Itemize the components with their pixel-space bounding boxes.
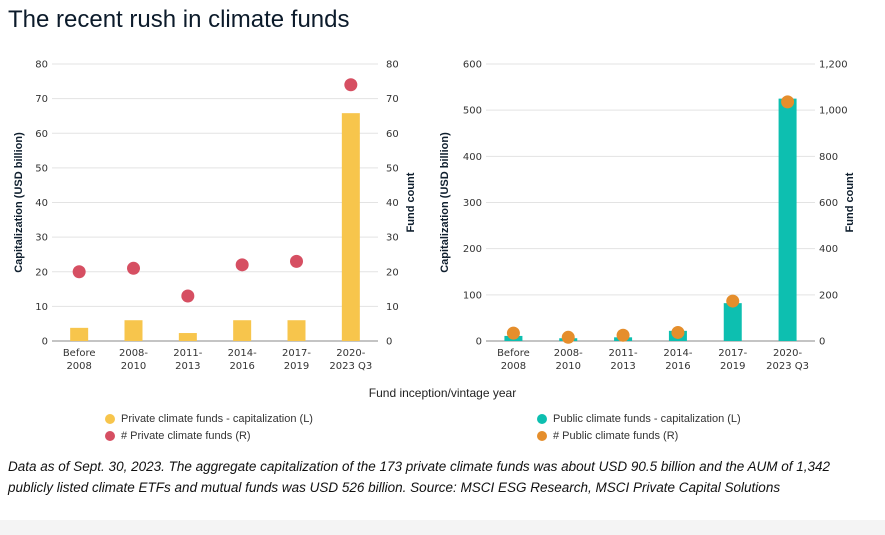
private-y2-tick-label: 10 [386,302,399,313]
public-x-tick-label: 2019 [720,361,745,372]
public-y-tick-label: 600 [463,60,482,71]
private-count-point [290,254,303,268]
private-x-tick-label: 2013 [175,361,200,372]
legend-label: # Private climate funds (R) [121,430,251,442]
private-x-tick-label: 2014- [228,348,257,359]
public-y-axis-title: Capitalization (USD billion) [439,132,451,273]
public-count-point [726,294,740,308]
public-x-tick-label: 2008- [554,348,583,359]
private-y2-tick-label: 50 [386,163,399,174]
private-bar [70,327,89,341]
private-x-tick-label: 2008- [119,348,148,359]
private-x-tick-label: Before [63,348,96,359]
legend-label: # Public climate funds (R) [553,430,679,442]
private-y-tick-label: 10 [35,302,48,313]
private-bar [124,320,143,341]
private-y2-tick-label: 70 [386,94,399,105]
legend-public-count: # Public climate funds (R) [537,430,678,442]
legend-swatch-icon [105,431,115,441]
x-axis-title: Fund inception/vintage year [368,386,517,400]
legend-private-capitalization: Private climate funds - capitalization (… [105,413,313,425]
private-y-tick-label: 50 [35,163,48,174]
legend-swatch-icon [537,414,547,424]
public-x-tick-label: 2023 Q3 [766,361,809,372]
private-y-tick-label: 40 [35,198,48,209]
public-x-tick-label: 2011- [609,348,638,359]
legend-private-count: # Private climate funds (R) [105,430,251,442]
private-y2-tick-label: 80 [386,60,399,71]
private-x-tick-label: 2011- [173,348,202,359]
legend-public-capitalization: Public climate funds - capitalization (L… [537,413,741,425]
charts-canvas: 0102030405060708001020304050607080Capita… [13,60,856,373]
public-y2-tick-label: 400 [819,244,838,255]
public-y-tick-label: 0 [476,337,482,348]
private-x-tick-label: 2020- [336,348,365,359]
private-y-tick-label: 30 [35,233,48,244]
public-x-tick-label: 2020- [773,348,802,359]
private-y-tick-label: 0 [42,337,48,348]
public-y2-tick-label: 1,200 [819,60,848,71]
public-count-point [506,326,520,340]
public-y2-axis-title: Fund count [844,172,856,232]
private-x-tick-label: 2008 [66,361,91,372]
private-x-tick-label: 2023 Q3 [329,361,372,372]
private-count-point [344,78,358,92]
public-count-point [561,330,575,344]
public-count-point [781,95,795,109]
private-y2-tick-label: 20 [386,267,399,278]
private-y-tick-label: 70 [35,94,48,105]
private-bar [178,333,197,341]
private-count-point [127,261,140,275]
private-x-tick-label: 2017- [282,348,311,359]
private-bar [287,320,306,341]
public-y2-tick-label: 600 [819,198,838,209]
private-count-point [235,258,249,272]
private-y2-axis-title: Fund count [405,172,417,232]
legend-swatch-icon [537,431,547,441]
public-x-tick-label: 2016 [665,361,690,372]
private-y2-tick-label: 30 [386,233,399,244]
legend-label: Public climate funds - capitalization (L… [553,413,741,425]
public-y-tick-label: 200 [463,244,482,255]
private-count-point [72,265,86,279]
public-y2-tick-label: 800 [819,152,838,163]
private-y2-tick-label: 60 [386,129,399,140]
private-bar [341,113,360,341]
private-x-tick-label: 2010 [121,361,146,372]
public-y-tick-label: 400 [463,152,482,163]
public-y2-tick-label: 0 [819,337,825,348]
public-x-tick-label: 2017- [718,348,747,359]
private-y2-tick-label: 0 [386,337,392,348]
private-y-axis-title: Capitalization (USD billion) [13,132,25,273]
public-count-point [616,328,630,342]
chart-title: The recent rush in climate funds [8,6,350,33]
public-y2-tick-label: 1,000 [819,106,848,117]
public-x-tick-label: 2010 [556,361,581,372]
bottom-bar [0,520,885,535]
public-y-tick-label: 300 [463,198,482,209]
public-y2-tick-label: 200 [819,290,838,301]
public-x-tick-label: 2008 [501,361,526,372]
public-bar [778,98,797,341]
legend-swatch-icon [105,414,115,424]
footnote: Data as of Sept. 30, 2023. The aggregate… [8,459,831,495]
private-x-tick-label: 2019 [284,361,309,372]
private-count-point [181,289,195,303]
private-y2-tick-label: 40 [386,198,399,209]
legend-label: Private climate funds - capitalization (… [121,413,313,425]
private-x-tick-label: 2016 [229,361,254,372]
private-y-tick-label: 80 [35,60,48,71]
public-x-tick-label: 2013 [610,361,635,372]
public-y-tick-label: 100 [463,290,482,301]
public-count-point [671,325,685,339]
private-y-tick-label: 20 [35,267,48,278]
public-x-tick-label: 2014- [663,348,692,359]
public-x-tick-label: Before [497,348,530,359]
public-y-tick-label: 500 [463,106,482,117]
private-bar [233,320,252,341]
public-bar [723,303,742,341]
private-y-tick-label: 60 [35,129,48,140]
